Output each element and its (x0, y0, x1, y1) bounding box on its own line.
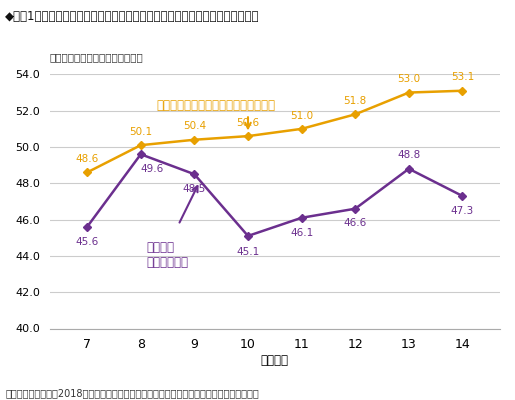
Text: 50.4: 50.4 (183, 122, 206, 132)
Text: 48.6: 48.6 (76, 154, 99, 164)
X-axis label: （年齢）: （年齢） (261, 354, 289, 367)
Text: 45.6: 45.6 (76, 236, 99, 246)
Text: 47.3: 47.3 (451, 206, 474, 216)
Text: 48.8: 48.8 (397, 150, 420, 160)
Text: 世帯の子ども: 世帯の子ども (146, 256, 188, 269)
Text: 49.6: 49.6 (141, 164, 164, 174)
Text: 53.0: 53.0 (397, 74, 420, 84)
Text: （出所）日本財団（2018）「家庭の経済格差と子どもの認知・非認知能力格差の関係分析」: （出所）日本財団（2018）「家庭の経済格差と子どもの認知・非認知能力格差の関係… (5, 388, 259, 398)
Text: ◆図袆1：生活保護世帯と経済的に困窮していない世帯の偏差値の推移（国語）: ◆図袆1：生活保護世帯と経済的に困窮していない世帯の偏差値の推移（国語） (5, 10, 260, 23)
Text: 50.6: 50.6 (236, 118, 260, 128)
Text: 53.1: 53.1 (451, 72, 474, 82)
Text: 51.8: 51.8 (344, 96, 367, 106)
Text: 45.1: 45.1 (236, 247, 260, 257)
Text: 46.6: 46.6 (344, 218, 367, 228)
Text: 48.5: 48.5 (183, 184, 206, 194)
Text: 51.0: 51.0 (290, 110, 313, 120)
Text: 46.1: 46.1 (290, 228, 313, 238)
Text: 経済的に困窮していない世帯の子ども: 経済的に困窮していない世帯の子ども (157, 99, 276, 112)
Text: 生活保護: 生活保護 (146, 241, 174, 254)
Text: （経済状況別の偏差値の平均値）: （経済状況別の偏差値の平均値） (49, 52, 143, 62)
Text: 50.1: 50.1 (129, 127, 152, 137)
